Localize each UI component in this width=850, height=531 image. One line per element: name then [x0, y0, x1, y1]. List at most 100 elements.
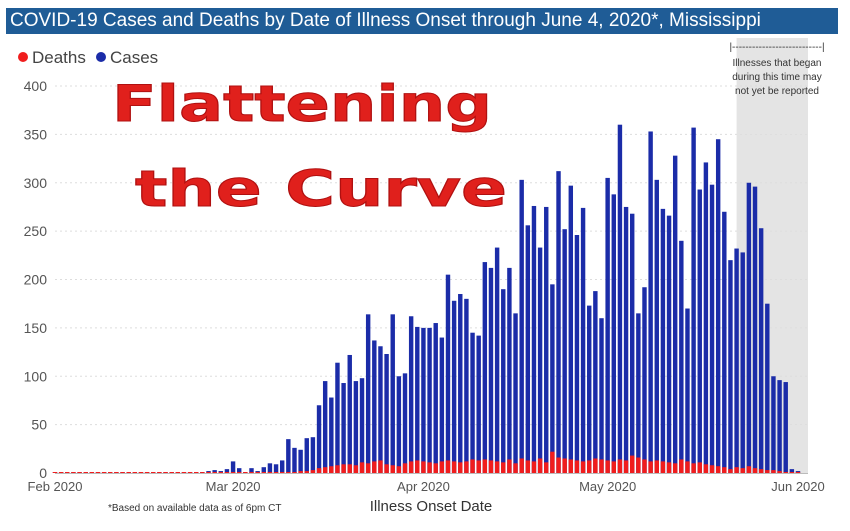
deaths-bar	[316, 468, 322, 473]
cases-bar	[261, 467, 266, 473]
y-tick-label: 300	[24, 175, 48, 191]
cases-bar	[224, 469, 230, 473]
deaths-bar	[52, 472, 58, 473]
legend-cases-label: Cases	[110, 48, 158, 67]
deaths-bar	[691, 463, 696, 473]
deaths-bar	[237, 472, 242, 473]
deaths-bar	[83, 472, 88, 473]
deaths-bar	[114, 472, 119, 473]
cases-bar	[445, 274, 451, 473]
deaths-bar	[488, 460, 494, 473]
cases-bar	[648, 131, 653, 473]
deaths-bar	[120, 472, 125, 473]
y-axis-ticks: 0 50 100 150 200 250 300 350 400	[24, 78, 48, 481]
deaths-bar	[587, 460, 592, 473]
y-tick-label: 350	[24, 126, 48, 142]
cases-bar	[537, 247, 543, 473]
cases-bar	[249, 468, 254, 473]
deaths-bar	[181, 472, 187, 473]
deaths-bar	[451, 461, 457, 473]
legend-cases-marker	[96, 52, 106, 62]
legend: Deaths Cases	[18, 48, 158, 67]
deaths-bar	[384, 464, 389, 473]
deaths-bar	[421, 461, 426, 473]
footnote: *Based on available data as of 6pm CT	[108, 503, 281, 514]
deaths-bar	[482, 459, 488, 473]
deaths-bar	[151, 472, 156, 473]
deaths-bar	[132, 472, 138, 473]
deaths-bar	[501, 462, 506, 473]
deaths-bar	[783, 472, 788, 473]
cases-bar	[316, 405, 322, 473]
cases-bar	[666, 215, 672, 473]
x-tick-label: Apr 2020	[397, 479, 450, 494]
deaths-bar	[335, 465, 340, 473]
deaths-bar	[108, 472, 113, 473]
cases-bar	[703, 162, 709, 473]
cases-bar	[562, 229, 567, 473]
cases-bar	[728, 260, 733, 473]
deaths-bar	[709, 465, 715, 473]
cases-bar	[672, 155, 678, 473]
cases-bar	[636, 313, 641, 473]
cases-bar	[765, 303, 770, 473]
cases-bar	[359, 378, 365, 473]
y-tick-label: 100	[24, 368, 48, 384]
deaths-bar	[415, 460, 420, 473]
cases-bar	[378, 346, 383, 473]
cases-bar	[335, 362, 340, 473]
y-tick-label: 400	[24, 78, 48, 94]
cases-bar	[709, 184, 715, 473]
deaths-bar	[378, 460, 383, 473]
cases-bar	[304, 438, 309, 473]
deaths-bar	[427, 462, 432, 473]
cases-bar	[679, 240, 684, 473]
cases-bar	[267, 463, 273, 473]
cases-bar	[458, 294, 463, 473]
deaths-bar	[218, 472, 223, 473]
deaths-bar	[77, 472, 82, 473]
deaths-bar	[525, 460, 531, 473]
cases-bar	[310, 437, 316, 473]
deaths-bar	[642, 459, 647, 473]
deaths-bar	[537, 458, 543, 473]
deaths-bar	[611, 461, 616, 473]
deaths-bar	[544, 462, 549, 473]
deaths-bar	[685, 461, 690, 473]
deaths-bar	[697, 462, 702, 473]
chart-title: COVID-19 Cases and Deaths by Date of Ill…	[6, 8, 838, 34]
deaths-bar	[445, 460, 451, 473]
deaths-bar	[95, 472, 101, 473]
cases-bar	[488, 267, 494, 473]
cases-bar	[329, 397, 334, 473]
cases-bar	[341, 383, 346, 473]
deaths-bar	[630, 455, 635, 473]
deaths-bar	[648, 461, 653, 473]
deaths-bar	[593, 458, 598, 473]
cases-bar	[365, 314, 371, 473]
cases-bar	[384, 354, 389, 473]
cases-bar	[623, 206, 629, 473]
deaths-bar	[795, 472, 801, 473]
cases-bar	[439, 337, 445, 473]
cases-bar	[715, 139, 721, 473]
deaths-bar	[771, 470, 776, 473]
deaths-bar	[574, 460, 580, 473]
deaths-bar	[71, 472, 76, 473]
cases-bar	[746, 182, 752, 473]
deaths-bar	[666, 462, 672, 473]
cases-bar	[550, 284, 555, 473]
cases-bar	[519, 179, 524, 473]
deaths-bar	[396, 466, 402, 473]
x-axis-ticks: Feb 2020 Mar 2020 Apr 2020 May 2020 Jun 2020	[28, 479, 825, 494]
cases-bar	[396, 376, 402, 473]
deaths-bar	[715, 466, 721, 473]
deaths-bar	[230, 472, 236, 473]
deaths-bar	[519, 458, 524, 473]
cases-bar	[347, 354, 352, 473]
deaths-bar	[494, 461, 500, 473]
cases-bar	[587, 305, 592, 473]
unreported-note: |---------------------------| Illnesses …	[729, 42, 824, 97]
cases-bar	[697, 189, 702, 473]
